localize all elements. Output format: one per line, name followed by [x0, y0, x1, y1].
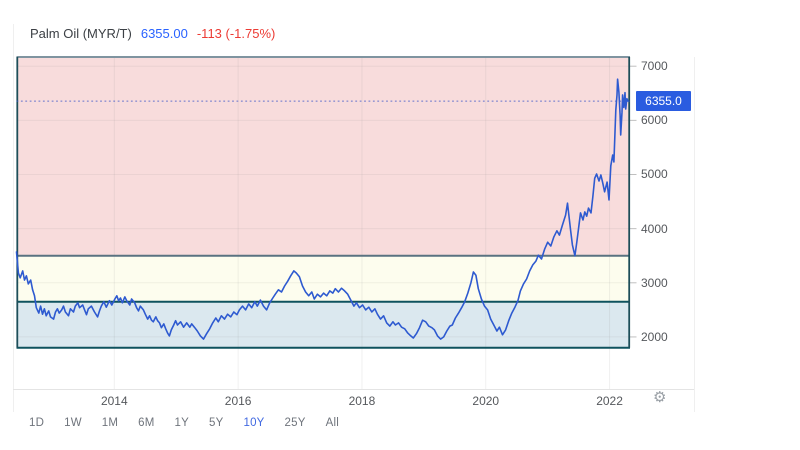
- zone-lower-zone: [16, 301, 630, 348]
- price-change: -113 (-1.75%): [196, 26, 276, 41]
- x-axis-baseline: [13, 389, 694, 390]
- range-selector: 1D 1W 1M 6M 1Y 5Y 10Y 25Y All: [29, 417, 339, 429]
- price-line-series: [15, 78, 629, 340]
- current-price-badge: 6355.0: [636, 91, 691, 112]
- zone-upper-zone: [16, 57, 630, 256]
- y-axis-label: 2000: [641, 329, 668, 344]
- x-axis-label: 2014: [100, 394, 128, 408]
- range-button-25y[interactable]: 25Y: [284, 417, 306, 429]
- range-button-1m[interactable]: 1M: [101, 417, 119, 429]
- range-button-1d[interactable]: 1D: [29, 417, 45, 429]
- x-axis-label: 2022: [596, 394, 623, 408]
- x-axis-label: 2018: [348, 394, 376, 408]
- last-price: 6355.00: [140, 26, 188, 41]
- settings-gear-icon[interactable]: ⚙: [653, 389, 667, 406]
- range-button-1w[interactable]: 1W: [64, 417, 82, 429]
- y-axis-label: 3000: [641, 275, 668, 290]
- range-button-1y[interactable]: 1Y: [174, 417, 190, 429]
- x-axis-label: 2016: [224, 394, 252, 408]
- range-button-6m[interactable]: 6M: [138, 417, 155, 429]
- widget-left-border: [13, 24, 14, 412]
- range-button-5y[interactable]: 5Y: [209, 417, 224, 429]
- x-axis-label: 2020: [472, 394, 500, 408]
- range-button-all[interactable]: All: [325, 417, 339, 429]
- instrument-title: Palm Oil (MYR/T): [30, 26, 132, 41]
- y-axis-label: 7000: [641, 59, 668, 74]
- y-axis-label: 5000: [641, 167, 668, 182]
- widget-right-border: [694, 57, 695, 412]
- chart-header: Palm Oil (MYR/T) 6355.00 -113 (-1.75%): [30, 26, 275, 41]
- y-axis-label: 4000: [641, 221, 668, 236]
- range-button-10y[interactable]: 10Y: [243, 417, 265, 429]
- y-axis-label: 6000: [641, 113, 668, 128]
- zone-middle-zone: [16, 255, 630, 302]
- current-price-label: 6355.0: [645, 94, 682, 109]
